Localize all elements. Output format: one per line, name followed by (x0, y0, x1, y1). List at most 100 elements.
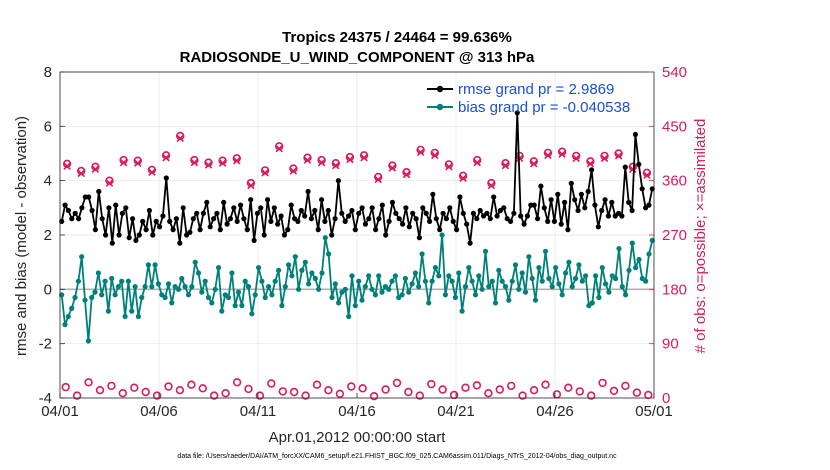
obs-assimilated-marker (459, 174, 467, 183)
data-point (372, 292, 378, 298)
data-point (163, 175, 169, 181)
obs-possible-marker (221, 389, 230, 398)
data-point (393, 210, 399, 216)
chart-subtitle: RADIOSONDE_U_WIND_COMPONENT @ 313 hPa (180, 49, 535, 66)
y2tick-label: 450 (662, 118, 687, 135)
data-point (437, 227, 443, 233)
obs-assimilated-marker (374, 175, 382, 184)
data-point (439, 232, 445, 238)
data-point (476, 273, 482, 279)
data-point (165, 281, 172, 287)
obs-count-layer (61, 131, 653, 401)
data-point (179, 275, 185, 282)
data-point (241, 216, 247, 222)
data-point (359, 205, 365, 211)
data-point (469, 278, 475, 284)
obs-assimilated-marker (317, 158, 326, 167)
xtick-label: 04/21 (437, 403, 475, 420)
data-point (456, 270, 462, 276)
data-point (440, 210, 446, 216)
data-point (436, 273, 442, 279)
data-point (412, 270, 418, 276)
obs-assimilated-marker (134, 159, 142, 167)
data-point (79, 254, 85, 260)
data-point (410, 210, 416, 216)
legend-bias-marker (436, 103, 444, 111)
data-point (157, 224, 163, 230)
obs-possible-marker (152, 391, 162, 400)
data-point (312, 275, 318, 282)
data-point (356, 210, 362, 216)
data-point (524, 213, 531, 219)
data-point (629, 207, 635, 214)
data-point (626, 267, 632, 273)
data-point (279, 303, 285, 309)
data-point (622, 164, 628, 170)
data-point (266, 284, 272, 290)
data-point (416, 284, 422, 290)
data-point (487, 216, 493, 222)
data-point (105, 308, 111, 314)
data-point (256, 265, 262, 271)
data-point (623, 292, 629, 298)
data-point (636, 256, 642, 263)
x-axis-label: Apr.01,2012 00:00:00 start (269, 429, 447, 446)
data-point (386, 286, 392, 292)
obs-possible-marker (415, 391, 424, 400)
data-point (195, 270, 202, 276)
xtick-label: 05/01 (635, 403, 673, 420)
data-point (326, 251, 332, 257)
data-point (335, 178, 341, 184)
xtick-label: 04/16 (338, 403, 376, 420)
data-point (234, 218, 240, 224)
obs-possible-marker (358, 384, 367, 393)
obs-assimilated-marker (388, 164, 397, 172)
data-point (197, 227, 203, 233)
data-point (115, 284, 121, 290)
data-point (140, 218, 146, 224)
data-point (329, 294, 335, 301)
data-point (632, 131, 639, 138)
data-point (422, 278, 428, 284)
data-point (69, 216, 75, 222)
ytick-label: 4 (44, 173, 52, 190)
data-point (373, 227, 379, 233)
data-point (462, 284, 469, 290)
data-point (447, 205, 453, 211)
data-point (548, 197, 554, 203)
data-point (402, 275, 408, 282)
data-point (406, 224, 412, 230)
data-point (275, 221, 281, 227)
obs-assimilated-marker (261, 169, 269, 177)
data-point (262, 294, 268, 301)
data-point (132, 284, 138, 290)
data-point (558, 221, 564, 227)
obs-possible-marker (232, 378, 242, 387)
data-point (573, 275, 579, 282)
data-point (629, 240, 635, 246)
data-point (112, 292, 118, 298)
data-point (535, 216, 541, 222)
data-point (626, 199, 632, 205)
data-point (146, 207, 152, 214)
data-point (352, 303, 358, 309)
data-point (494, 213, 500, 219)
data-point (392, 273, 398, 279)
data-point (467, 240, 473, 246)
data-point (254, 210, 260, 216)
data-point (389, 278, 395, 284)
data-point (221, 199, 227, 205)
y2tick-label: 90 (662, 336, 679, 353)
data-point (379, 289, 385, 295)
obs-assimilated-marker (275, 144, 283, 153)
data-point (399, 292, 405, 298)
data-point (309, 270, 315, 276)
obs-possible-marker (141, 387, 150, 397)
data-point (122, 313, 128, 320)
data-point (583, 273, 589, 279)
data-point (89, 207, 95, 214)
data-point (501, 205, 507, 211)
data-point (162, 294, 168, 301)
data-point (207, 224, 213, 230)
obs-assimilated-marker (360, 153, 368, 162)
